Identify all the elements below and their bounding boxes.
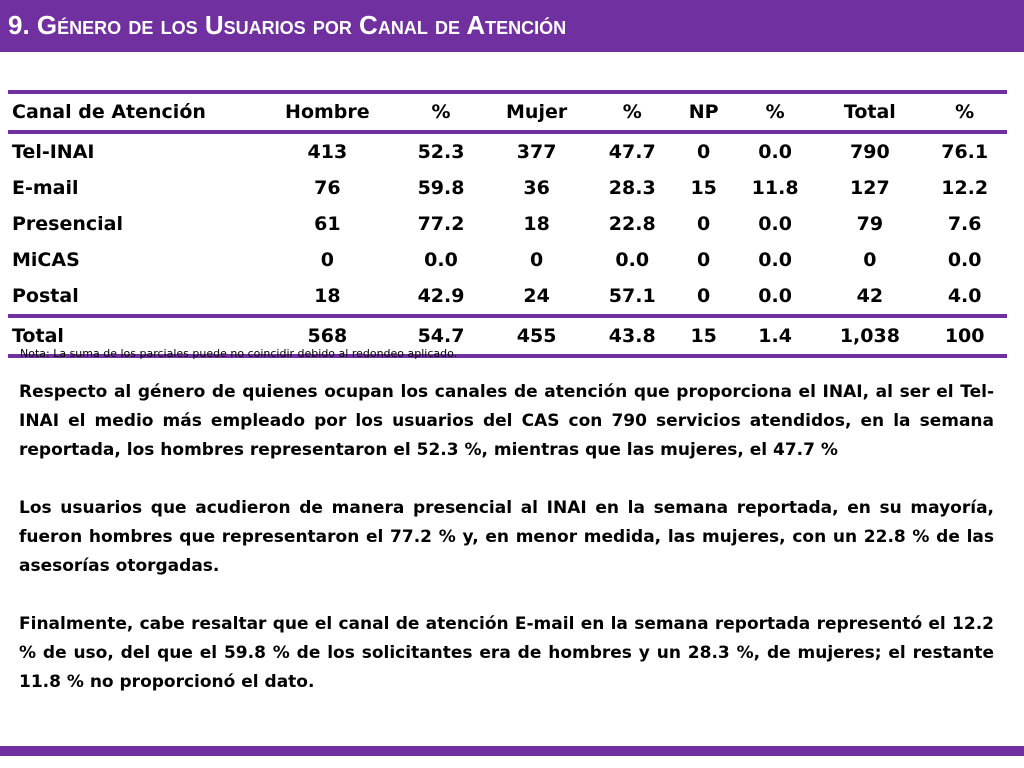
table-cell: 0 <box>863 249 877 271</box>
table-cell: 0.0 <box>424 249 458 271</box>
table-cell: 127 <box>850 177 890 199</box>
paragraph: Los usuarios que acudieron de manera pre… <box>19 498 994 576</box>
table-cell: 79 <box>856 213 884 235</box>
header-cell: % <box>398 90 484 134</box>
table-cell: 0 <box>697 285 711 307</box>
table-cell: 47.7 <box>608 141 656 163</box>
paragraph: Finalmente, cabe resaltar que el canal d… <box>19 614 994 692</box>
title-bar: 9. Género de los Usuarios por Canal de A… <box>0 0 1024 52</box>
table-cell: 12.2 <box>941 177 989 199</box>
bottom-bar <box>0 746 1024 756</box>
total-cell: 568 <box>256 314 399 358</box>
table-cell: 790 <box>850 141 890 163</box>
table-row: MiCAS 0 0.0 0 0.0 0 0.0 0 0.0 <box>8 242 1007 278</box>
table-cell: 61 <box>314 213 341 235</box>
header-cell: Hombre <box>256 90 399 134</box>
table-footnote: Nota: La suma de los parciales puede no … <box>20 347 458 360</box>
analysis-text: Respecto al género de quienes ocupan los… <box>19 378 994 726</box>
table-row: Tel-INAI 413 52.3 377 47.7 0 0.0 790 76.… <box>8 132 1007 170</box>
total-cell: 54.7 <box>398 314 484 358</box>
table-cell: 0.0 <box>947 249 982 271</box>
header-cell: Mujer <box>483 90 590 134</box>
header-cell: NP <box>674 90 733 134</box>
table-cell: 18 <box>523 213 550 235</box>
table-cell: 4.0 <box>947 285 982 307</box>
header-cell: Total <box>817 90 923 134</box>
table-cell: 0.0 <box>758 249 792 271</box>
table-header-row: Canal de Atención Hombre % Mujer % NP % … <box>8 90 1007 134</box>
page-title: 9. Género de los Usuarios por Canal de A… <box>8 10 567 40</box>
table-cell: MiCAS <box>12 249 80 271</box>
total-cell: 455 <box>483 314 590 358</box>
table-cell: 0 <box>697 249 711 271</box>
table-cell: 52.3 <box>417 141 465 163</box>
table-cell: 0.0 <box>615 249 650 271</box>
table-cell: 0 <box>697 213 711 235</box>
table-cell: 0 <box>320 249 334 271</box>
table-cell: 0.0 <box>758 141 792 163</box>
table-cell: 15 <box>690 177 717 199</box>
table-cell: 0 <box>530 249 544 271</box>
table-cell: 24 <box>523 285 550 307</box>
table-cell: E-mail <box>12 177 79 199</box>
table-cell: 42.9 <box>417 285 465 307</box>
total-cell: 100 <box>922 314 1007 358</box>
table-total-row: Total 568 54.7 455 43.8 15 1.4 1,038 100 <box>8 314 1007 358</box>
table-cell: 11.8 <box>751 177 799 199</box>
gender-by-channel-table: Canal de Atención Hombre % Mujer % NP % … <box>8 90 1007 358</box>
table-cell: 413 <box>307 141 348 163</box>
total-cell: 1,038 <box>817 314 923 358</box>
table-cell: 0.0 <box>758 285 792 307</box>
table-cell: 77.2 <box>417 213 465 235</box>
table-cell: 59.8 <box>417 177 465 199</box>
table-cell: 0.0 <box>758 213 792 235</box>
table-row: E-mail 76 59.8 36 28.3 15 11.8 127 12.2 <box>8 170 1007 206</box>
table-cell: Tel-INAI <box>12 141 95 163</box>
header-cell: % <box>589 90 675 134</box>
header-cell: % <box>922 90 1007 134</box>
table-cell: 76.1 <box>941 141 989 163</box>
paragraph: Respecto al género de quienes ocupan los… <box>19 382 994 460</box>
table-cell: Presencial <box>12 213 124 235</box>
data-table-container: Canal de Atención Hombre % Mujer % NP % … <box>8 90 1007 358</box>
table-row: Postal 18 42.9 24 57.1 0 0.0 42 4.0 <box>8 278 1007 316</box>
table-cell: Postal <box>12 285 79 307</box>
table-cell: 42 <box>856 285 884 307</box>
total-cell: 43.8 <box>589 314 675 358</box>
total-cell: 1.4 <box>732 314 818 358</box>
table-cell: 7.6 <box>947 213 982 235</box>
table-cell: 377 <box>516 141 557 163</box>
table-cell: 22.8 <box>608 213 656 235</box>
header-cell: Canal de Atención <box>8 90 256 134</box>
table-cell: 0 <box>697 141 711 163</box>
table-cell: 57.1 <box>608 285 656 307</box>
table-row: Presencial 61 77.2 18 22.8 0 0.0 79 7.6 <box>8 206 1007 242</box>
table-cell: 18 <box>314 285 341 307</box>
table-cell: 36 <box>523 177 550 199</box>
table-cell: 76 <box>314 177 341 199</box>
table-cell: 28.3 <box>608 177 656 199</box>
total-cell: 15 <box>674 314 733 358</box>
total-cell: Total <box>8 314 256 358</box>
header-cell: % <box>732 90 818 134</box>
